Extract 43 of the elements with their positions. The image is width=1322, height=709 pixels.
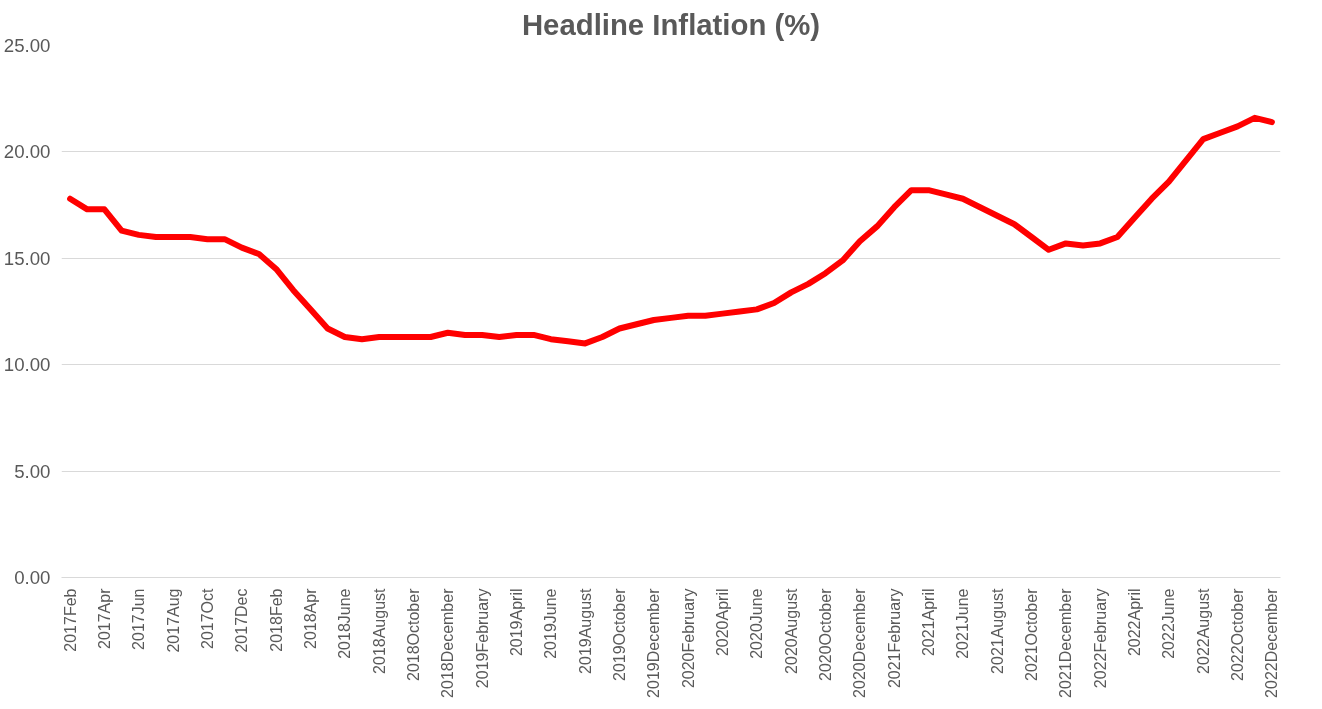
- x-tick-label: 2020October: [817, 587, 835, 682]
- x-tick-label: 2017Apr: [95, 587, 113, 649]
- x-tick-label: 2022June: [1160, 588, 1178, 659]
- chart-title: Headline Inflation (%): [521, 7, 821, 41]
- x-tick-label: 2019June: [542, 588, 560, 659]
- x-tick-label: 2020December: [851, 587, 869, 698]
- x-tick-label: 2018Apr: [301, 587, 319, 649]
- x-tick-label: 2021December: [1057, 587, 1075, 698]
- x-tick-label: 2017Feb: [61, 588, 79, 652]
- x-tick-label: 2018October: [404, 587, 422, 682]
- x-tick-label: 2021April: [920, 588, 938, 657]
- x-tick-label: 2021October: [1023, 587, 1041, 682]
- x-tick-label: 2021February: [885, 588, 903, 689]
- x-tick-label: 2018August: [370, 587, 388, 674]
- x-tick-label: 2019February: [473, 588, 491, 689]
- x-tick-label: 2017Aug: [164, 588, 182, 653]
- x-tick-label: 2021June: [954, 588, 972, 659]
- y-tick-label: 10.00: [3, 354, 51, 376]
- x-tick-label: 2022December: [1263, 587, 1281, 698]
- x-tick-label: 2020June: [748, 588, 766, 659]
- y-tick-label: 25.00: [3, 35, 51, 56]
- x-tick-label: 2020August: [782, 587, 800, 674]
- y-tick-label: 0.00: [14, 567, 51, 588]
- x-tick-label: 2018June: [336, 588, 354, 659]
- x-tick-label: 2020April: [714, 588, 732, 657]
- y-tick-label: 5.00: [14, 460, 51, 482]
- x-tick-label: 2022February: [1091, 588, 1109, 689]
- x-tick-label: 2017Oct: [198, 587, 216, 649]
- x-tick-label: 2022August: [1194, 587, 1212, 674]
- x-tick-label: 2021August: [988, 587, 1006, 674]
- y-tick-label: 15.00: [3, 247, 51, 269]
- x-tick-label: 2019December: [645, 587, 663, 698]
- x-tick-label: 2017Jun: [130, 588, 148, 650]
- x-tick-label: 2020February: [679, 588, 697, 689]
- x-tick-label: 2017Dec: [233, 588, 251, 653]
- x-tick-label: 2018Feb: [267, 588, 285, 652]
- x-tick-label: 2022April: [1126, 588, 1144, 657]
- x-tick-label: 2022October: [1229, 587, 1247, 682]
- x-tick-label: 2019April: [507, 588, 525, 657]
- x-tick-label: 2018December: [439, 587, 457, 698]
- x-tick-label: 2019October: [610, 587, 628, 682]
- x-tick-label: 2019August: [576, 587, 594, 674]
- y-tick-label: 20.00: [3, 141, 51, 163]
